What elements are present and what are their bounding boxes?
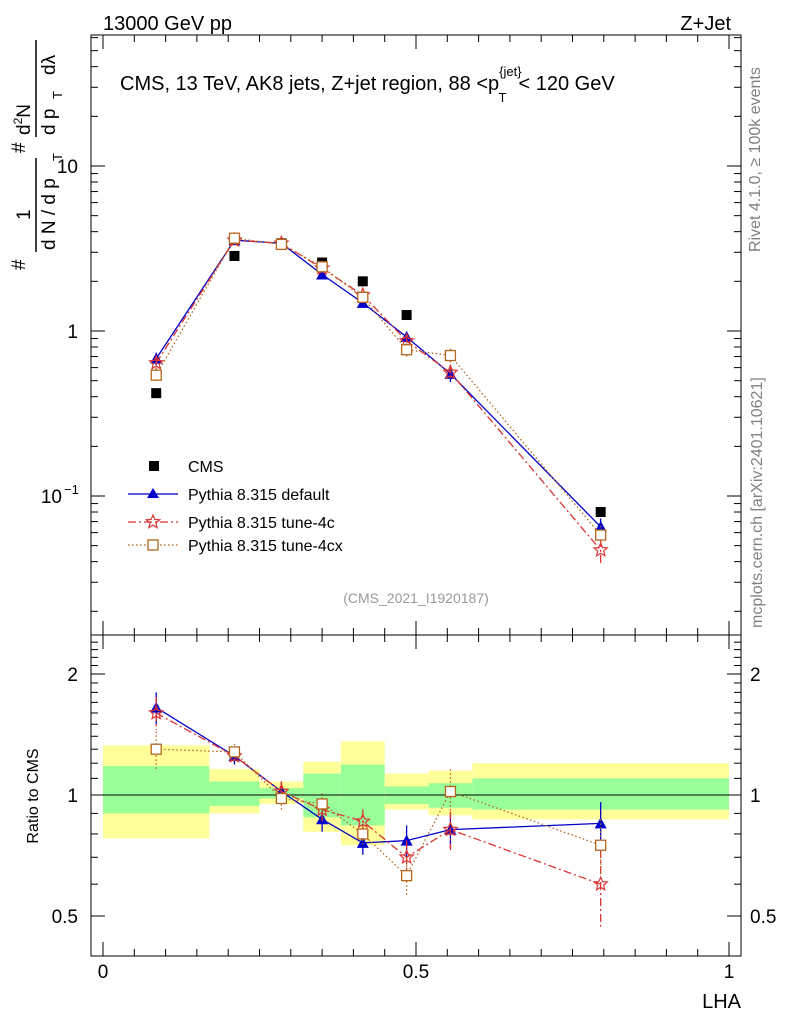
ratio-y-tick-label-right: 1	[750, 786, 761, 807]
ratio-pythia-tune-4cx-point	[595, 839, 607, 851]
main-pythia-default-point	[316, 268, 329, 280]
main-pythia-tune-4c-point	[592, 541, 609, 558]
header-right: Z+Jet	[680, 13, 731, 35]
main-cms-point	[229, 250, 240, 261]
y-axis-label: # 1 d N / d p T # d2N d p T dλ	[9, 40, 65, 270]
legend-item-tune-4cx: Pythia 8.315 tune-4cx	[128, 538, 343, 555]
ratio-pythia-tune-4cx-point	[228, 746, 241, 758]
ratio-pythia-tune-4cx-point	[275, 792, 288, 805]
legend-item-cms: CMS	[149, 459, 224, 476]
main-pythia-tune-4cx-point	[444, 349, 457, 362]
main-pythia-tune-4cx-point	[316, 261, 328, 273]
main-y-tick-label: 10	[41, 487, 62, 508]
ratio-pythia-default-point	[594, 817, 607, 829]
main-plot-area	[148, 231, 609, 564]
main-cms-point	[151, 388, 162, 399]
ratio-pythia-tune-4cx-point	[316, 798, 328, 810]
ratio-band-green	[209, 781, 260, 806]
legend-item-default: Pythia 8.315 default	[128, 487, 330, 504]
legend-marker-default	[147, 488, 159, 498]
rivet-version-label: Rivet 4.1.0, ≥ 100k events	[747, 67, 764, 252]
ratio-y-tick-label-right: 2	[750, 665, 761, 686]
ratio-pythia-tune-4cx-point	[400, 870, 413, 882]
legend-marker-tune-4cx	[147, 539, 159, 551]
main-pythia-tune-4cx-point	[357, 291, 369, 303]
ratio-pythia-tune-4cx-point	[150, 743, 162, 755]
analysis-watermark: (CMS_2021_I1920187)	[343, 590, 489, 606]
main-pythia-tune-4cx-point	[595, 529, 607, 541]
main-y-tick-label: 10	[57, 157, 78, 178]
header-left: 13000 GeV pp	[103, 13, 232, 35]
main-pythia-tune-4cx-line	[155, 237, 602, 536]
x-tick-label: 0	[98, 962, 109, 983]
main-cms-point	[401, 310, 412, 321]
svg-text:d p: d p	[39, 109, 60, 135]
ratio-y-axis-label: Ratio to CMS	[25, 748, 42, 843]
ratio-pythia-tune-4c-point	[398, 848, 415, 865]
legend-label-tune-4cx: Pythia 8.315 tune-4cx	[188, 538, 343, 555]
x-tick-label: 1	[724, 962, 735, 983]
x-axis-label: LHA	[702, 991, 742, 1013]
chart-title: CMS, 13 TeV, AK8 jets, Z+jet region, 88 …	[120, 64, 615, 105]
ratio-pythia-default-point	[356, 836, 369, 848]
main-y-tick-exponent: −1	[64, 482, 79, 497]
ratio-y-tick-label: 1	[67, 786, 78, 807]
legend-marker-tune-4c	[144, 513, 162, 529]
ratio-y-tick-label-right: 0.5	[750, 907, 776, 928]
main-pythia-tune-4c-point	[442, 363, 459, 380]
svg-text:#: #	[9, 259, 30, 270]
svg-text:T: T	[50, 91, 65, 99]
svg-text:dλ: dλ	[39, 54, 60, 75]
svg-text:d2N: d2N	[11, 104, 35, 135]
main-pythia-default-line	[155, 239, 602, 528]
legend-label-cms: CMS	[188, 459, 224, 476]
main-pythia-tune-4cx-point	[400, 344, 413, 356]
mcplots-label: mcplots.cern.ch [arXiv:2401.10621]	[749, 377, 766, 628]
ratio-band-green	[103, 766, 210, 814]
ratio-pythia-tune-4c-point	[148, 704, 165, 720]
ratio-pythia-tune-4cx-line	[156, 748, 601, 877]
legend-label-default: Pythia 8.315 default	[188, 487, 330, 504]
main-y-tick-label: 1	[67, 322, 78, 343]
svg-text:#: #	[9, 142, 30, 153]
main-pythia-tune-4cx-point	[150, 369, 162, 381]
svg-text:d N / d p: d N / d p	[39, 178, 60, 250]
ratio-pythia-tune-4c-line	[155, 712, 601, 885]
main-pythia-tune-4cx-point	[275, 238, 288, 251]
main-cms-point	[595, 506, 606, 517]
main-pythia-tune-4cx-point	[228, 232, 241, 244]
ratio-y-tick-label: 2	[67, 665, 78, 686]
legend-label-tune-4c: Pythia 8.315 tune-4c	[188, 515, 335, 532]
main-pythia-tune-4c-point	[148, 354, 165, 370]
svg-text:1: 1	[14, 209, 35, 220]
legend: CMS Pythia 8.315 default Pythia 8.315 tu…	[128, 459, 343, 555]
legend-marker-cms	[149, 461, 159, 471]
ratio-pythia-tune-4cx-point	[357, 828, 369, 840]
x-tick-label: 0.5	[403, 962, 429, 983]
ratio-y-tick-label: 0.5	[52, 907, 78, 928]
ratio-pythia-tune-4cx-point	[444, 785, 457, 798]
ratio-pythia-tune-4c-point	[592, 875, 609, 892]
ratio-plot-area	[91, 692, 741, 927]
svg-text:T: T	[50, 153, 65, 161]
legend-item-tune-4c: Pythia 8.315 tune-4c	[128, 513, 335, 532]
main-cms-point	[357, 276, 368, 287]
ratio-pythia-default-point	[400, 834, 413, 846]
ratio-pythia-tune-4c-point	[442, 821, 459, 837]
